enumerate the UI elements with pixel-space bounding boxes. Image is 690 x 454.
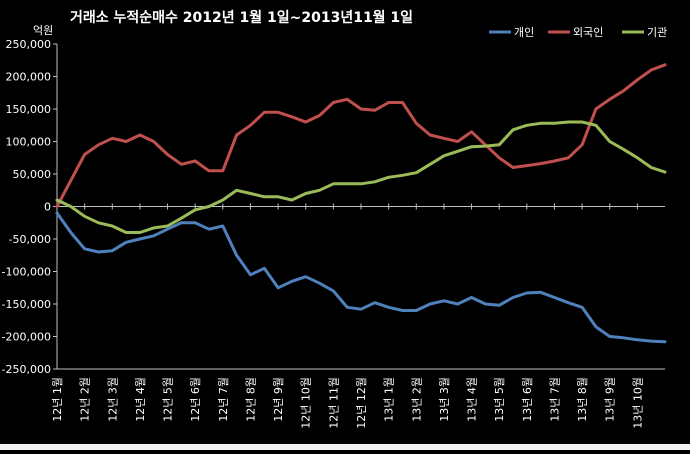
x-tick-label: 13년 1월 [383,377,396,422]
y-tick-label: 200,000 [6,71,52,84]
x-tick-label: 12년 8월 [244,377,257,422]
y-tick-label: 250,000 [6,38,52,51]
x-tick-label: 12년 11월 [327,377,340,429]
y-tick-label: 150,000 [6,103,52,116]
x-tick-label: 12년 9월 [272,377,285,422]
unit-label: 억원 [33,24,53,37]
y-tick-label: 0 [44,201,51,214]
footer-strip [0,444,690,450]
x-tick-label: 13년 8월 [576,377,589,422]
x-tick-label: 12년 3월 [106,377,119,422]
x-tick-label: 12년 2월 [79,377,92,422]
x-tick-label: 13년 4월 [466,377,479,422]
y-tick-label: 100,000 [6,136,52,149]
legend-label: 기관 [647,26,667,39]
y-tick-label: -100,000 [2,266,51,279]
x-tick-label: 13년 6월 [521,377,534,422]
x-tick-label: 13년 5월 [493,377,506,422]
x-tick-label: 13년 9월 [604,377,617,422]
plot-area: 250,000 200,000 150,000 100,000 50,000 0 -50,0… [2,38,667,429]
y-tick-label: -200,000 [2,331,51,344]
y-tick-label: -50,000 [9,233,51,246]
y-tick-label: -250,000 [2,363,51,376]
x-tick-label: 12년 10월 [300,377,313,429]
x-tick-label: 13년 7월 [548,377,561,422]
x-tick-label: 13년 2월 [410,377,423,422]
x-tick-label: 12년 7월 [217,377,230,422]
x-tick-label: 12년 12월 [355,377,368,429]
series-line-2 [55,63,667,208]
legend-label: 개인 [514,26,534,39]
x-tick-label: 13년 3월 [438,377,451,422]
y-tick-label: 50,000 [13,168,52,181]
x-tick-label: 12년 1월 [51,377,64,422]
chart-title: 거래소 누적순매수 2012년 1월 1일~2013년11월 1일 [70,9,413,26]
x-tick-label: 12년 4월 [134,377,147,422]
x-tick-label: 12년 6월 [189,377,202,422]
x-tick-label: 12년 5월 [162,377,175,422]
series-line-1 [55,211,667,344]
legend-label: 외국인 [573,26,603,39]
x-tick-label: 13년 10월 [631,377,644,429]
legend: 개인 외국인 기관 [489,26,667,39]
series-line-3 [55,120,667,234]
y-tick-label: -150,000 [2,298,51,311]
